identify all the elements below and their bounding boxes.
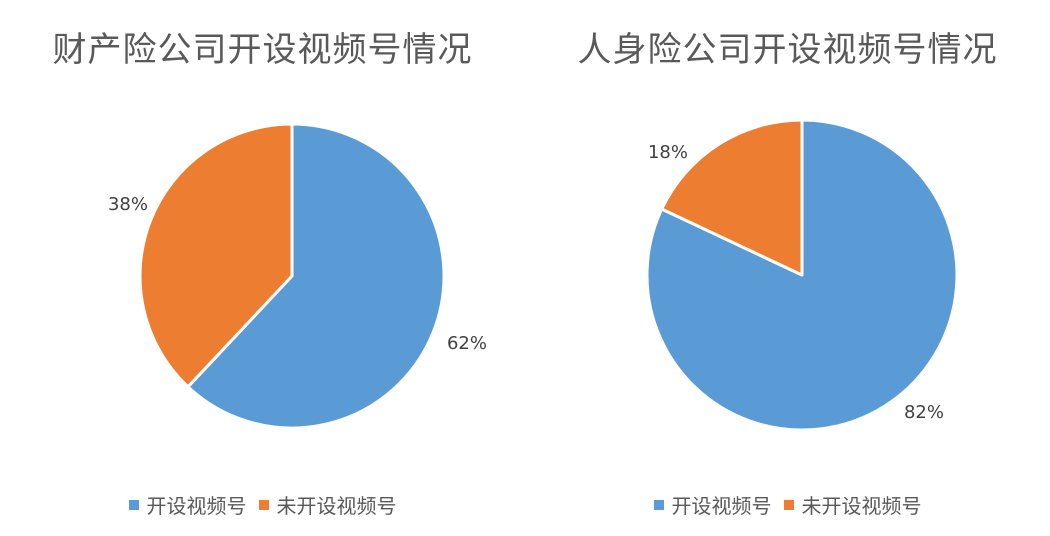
pie-slice-not-opened[interactable]: [138, 122, 294, 389]
legend-swatch: [258, 499, 269, 510]
chart-panel-property-insurance: 财产险公司开设视频号情况 62% 38% 开设视频号 未开设视频号: [0, 30, 525, 519]
legend-item-not-opened[interactable]: 未开设视频号: [783, 490, 922, 519]
legend-label: 未开设视频号: [801, 494, 922, 518]
pie-chart: 82% 18%: [645, 118, 959, 432]
chart-panel-life-insurance: 人身险公司开设视频号情况 82% 18% 开设视频号 未开设视频号: [525, 0, 1050, 536]
data-label: 62%: [447, 333, 487, 354]
legend-label: 开设视频号: [146, 494, 247, 518]
legend-label: 未开设视频号: [276, 494, 397, 518]
legend: 开设视频号 未开设视频号: [525, 490, 1050, 519]
pie-slice-not-opened[interactable]: [660, 118, 804, 277]
data-label: 18%: [648, 142, 688, 163]
data-label: 38%: [108, 194, 148, 215]
legend-item-opened[interactable]: 开设视频号: [128, 490, 247, 519]
chart-title: 人身险公司开设视频号情况: [577, 30, 998, 70]
legend-swatch: [783, 499, 794, 510]
legend-label: 开设视频号: [671, 494, 772, 518]
chart-title: 财产险公司开设视频号情况: [52, 30, 473, 70]
legend-swatch: [653, 499, 664, 510]
legend-item-opened[interactable]: 开设视频号: [653, 490, 772, 519]
legend-item-not-opened[interactable]: 未开设视频号: [258, 490, 397, 519]
pie-slice-opened[interactable]: [186, 122, 446, 430]
pie-chart: 62% 38%: [108, 122, 487, 430]
legend-swatch: [128, 499, 139, 510]
data-label: 82%: [904, 402, 944, 423]
legend: 开设视频号 未开设视频号: [0, 490, 525, 519]
